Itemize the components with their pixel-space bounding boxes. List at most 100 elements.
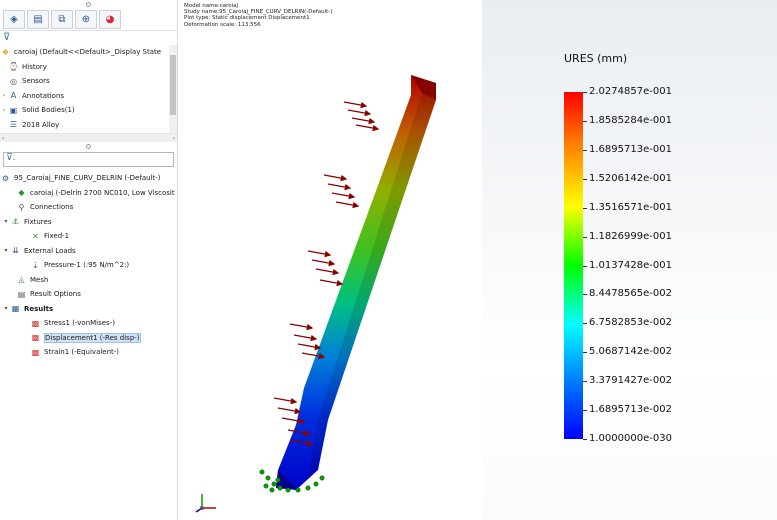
tree-item-part[interactable]: ❖ caroiaj (Default<<Default>_Display Sta…: [0, 45, 177, 60]
part-tree: ❖ caroiaj (Default<<Default>_Display Sta…: [0, 45, 177, 133]
solid-body-icon: ▣: [9, 105, 18, 115]
legend-value-label: 1.6895713e-001: [589, 143, 672, 155]
part-name-label: caroiaj (Default<<Default>_Display State: [14, 48, 162, 57]
panel-grip-top[interactable]: [0, 0, 177, 8]
tree-item-label: Fixed-1: [44, 232, 70, 241]
tree-item-solid-bodies[interactable]: › ▣ Solid Bodies(1): [0, 103, 177, 118]
study-icon: ⚙: [1, 173, 10, 183]
tree-item-displacement1[interactable]: ▩ Displacement1 (-Res disp-): [0, 331, 177, 346]
part-icon: ❖: [1, 47, 10, 57]
legend-tick: [583, 149, 587, 151]
tree-item-study-material[interactable]: ◆ caroiaj (-Delrin 2700 NC010, Low Visco…: [0, 186, 177, 201]
deformation-scale-text: Deformation scale: 113.556: [184, 21, 261, 28]
result-plot-icon: ▩: [31, 333, 40, 343]
part-tree-vertical-scrollbar[interactable]: [169, 45, 177, 133]
pressure-load-arrows: [273, 101, 380, 447]
legend-tick: [583, 323, 587, 325]
dimxpert-tab-icon[interactable]: ⊕: [75, 9, 97, 29]
feature-manager-panel: ◈ ▤ ⧉ ⊕ ◕ ⊽ ❖ caroiaj (Default<<Default>…: [0, 0, 178, 520]
collapse-arrow-icon[interactable]: ▾: [4, 247, 8, 255]
tree-item-label: Stress1 (-vonMises-): [44, 319, 115, 328]
tree-item-label: Annotations: [22, 91, 65, 100]
filter-icon[interactable]: ⊽: [3, 32, 11, 43]
legend-tick: [583, 207, 587, 209]
tree-item-strain1[interactable]: ▩ Strain1 (-Equivalent-): [0, 345, 177, 360]
pressure-icon: ⇣: [32, 260, 39, 270]
legend-tick: [583, 92, 587, 93]
tree-item-label: External Loads: [24, 246, 76, 255]
expand-arrow-icon[interactable]: ›: [2, 92, 6, 100]
tree-item-stress1[interactable]: ▩ Stress1 (-vonMises-): [0, 316, 177, 331]
coordinate-triad-icon: [195, 494, 216, 513]
legend-value-label: 8.4478565e-002: [589, 288, 672, 300]
tree-item-label: Results: [24, 304, 54, 313]
tree-item-result-options[interactable]: ▤ Result Options: [0, 287, 177, 302]
legend-value-label: 1.1826999e-001: [589, 230, 672, 242]
tree-item-fixtures[interactable]: ▾ ⚓ Fixtures: [0, 215, 177, 230]
result-plot-icon: ▩: [31, 318, 40, 328]
display-manager-tab-icon[interactable]: ◕: [99, 9, 121, 29]
legend-tick: [583, 294, 587, 296]
legend-value-label: 1.3516571e-001: [589, 201, 672, 213]
scroll-right-icon[interactable]: ›: [172, 134, 175, 142]
legend-value-label: 1.8585284e-001: [589, 114, 672, 126]
tree-item-study[interactable]: ⚙ 95_Caroiaj_FINE_CURV_DELRIN (-Default-…: [0, 171, 177, 186]
simulation-tree: ⚙ 95_Caroiaj_FINE_CURV_DELRIN (-Default-…: [0, 169, 177, 360]
legend-value-label: 6.7582853e-002: [589, 317, 672, 329]
tree-item-label: 2018 Alloy: [22, 120, 60, 129]
fixture-markers: [259, 469, 325, 493]
tree-item-label: Connections: [30, 203, 74, 212]
study-name-text: Study name:95_Caroiaj_FINE_CURV_DELRIN(-…: [184, 9, 333, 16]
beam-body: [276, 75, 436, 490]
legend-value-label: 2.0274857e-001: [589, 86, 672, 97]
legend-value-label: 5.0687142e-002: [589, 346, 672, 358]
panel-splitter[interactable]: [0, 142, 177, 150]
tree-item-label: Sensors: [22, 77, 50, 86]
tree-item-external-loads[interactable]: ▾ ⇊ External Loads: [0, 244, 177, 259]
material-icon: ☰: [9, 120, 18, 130]
tree-item-label: Strain1 (-Equivalent-): [44, 348, 120, 357]
mesh-icon: ◬: [18, 275, 25, 285]
connections-icon: ⚲: [18, 202, 25, 212]
tree-item-label: Pressure-1 (:95 N/m^2:): [44, 261, 130, 270]
scroll-left-icon[interactable]: ‹: [2, 134, 5, 142]
legend-value-label: 1.5206142e-001: [589, 172, 672, 184]
study-name-label: 95_Caroiaj_FINE_CURV_DELRIN (-Default-): [14, 174, 161, 183]
expand-arrow-icon[interactable]: ›: [2, 106, 6, 114]
property-manager-tab-icon[interactable]: ▤: [27, 9, 49, 29]
legend-value-label: 1.0000000e-030: [589, 433, 672, 444]
tree-item-label: Fixtures: [24, 217, 52, 226]
tree-filter-input[interactable]: ⊽.: [3, 152, 174, 167]
tree-item-mesh[interactable]: ◬ Mesh: [0, 273, 177, 288]
tree-item-connections[interactable]: ⚲ Connections: [0, 200, 177, 215]
legend-tick: [583, 120, 587, 122]
collapse-arrow-icon[interactable]: ▾: [4, 218, 8, 226]
history-icon: ⌚: [8, 62, 19, 72]
feature-tree-tab-icon[interactable]: ◈: [3, 9, 25, 29]
tree-item-pressure-1[interactable]: ⇣ Pressure-1 (:95 N/m^2:): [0, 258, 177, 273]
tree-item-label-selected: Displacement1 (-Res disp-): [44, 332, 141, 343]
collapse-arrow-icon[interactable]: ▾: [4, 305, 8, 313]
tree-item-label: Solid Bodies(1): [22, 106, 75, 115]
sensor-icon: ◎: [10, 76, 17, 86]
tree-item-label: caroiaj (-Delrin 2700 NC010, Low Viscosi…: [30, 188, 175, 197]
configuration-manager-tab-icon[interactable]: ⧉: [51, 9, 73, 29]
model-name-text: Model name:caroiaj: [184, 3, 239, 9]
tree-item-sensors[interactable]: ◎ Sensors: [0, 74, 177, 89]
tree-item-annotations[interactable]: › A Annotations: [0, 89, 177, 104]
tree-item-label: Mesh: [30, 275, 49, 284]
feature-manager-toolbar: ◈ ▤ ⧉ ⊕ ◕: [0, 8, 177, 31]
tree-item-fixed-1[interactable]: ✕ Fixed-1: [0, 229, 177, 244]
part-tree-horizontal-scrollbar[interactable]: ‹ ›: [0, 133, 177, 142]
fixed-geometry-icon: ✕: [32, 231, 39, 241]
legend-title: URES (mm): [564, 52, 628, 65]
annotation-icon: A: [10, 91, 17, 101]
tree-item-material[interactable]: ☰ 2018 Alloy: [0, 118, 177, 133]
legend-tick: [583, 381, 587, 383]
tree-item-history[interactable]: ⌚ History: [0, 60, 177, 75]
tree-item-results[interactable]: ▾ ▦ Results: [0, 302, 177, 317]
external-loads-icon: ⇊: [12, 246, 19, 256]
graphics-viewport[interactable]: Model name:caroiaj Study name:95_Caroiaj…: [178, 0, 482, 520]
legend-value-label: 3.3791427e-002: [589, 375, 672, 387]
results-folder-icon: ▦: [11, 304, 20, 314]
